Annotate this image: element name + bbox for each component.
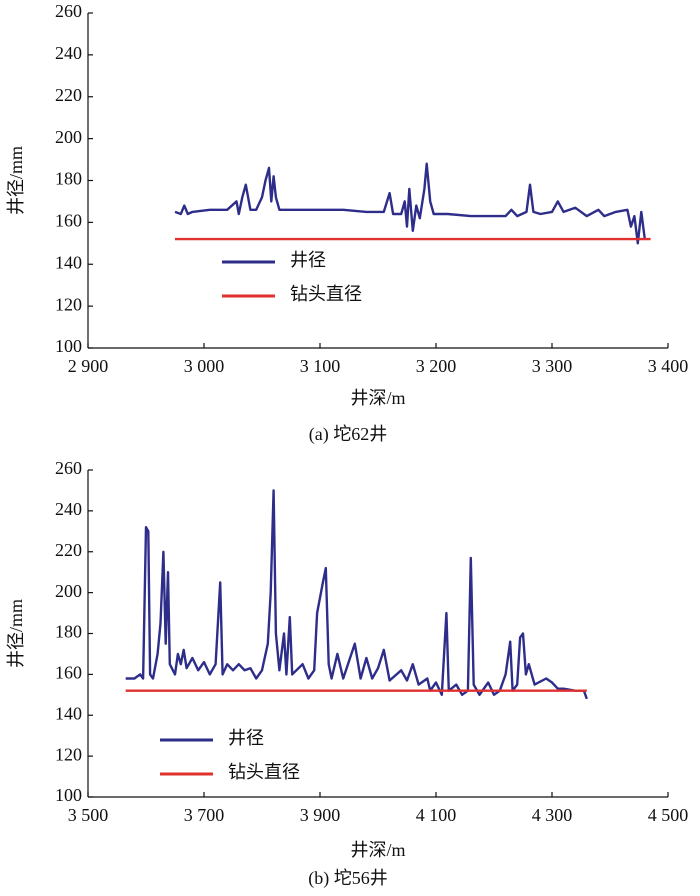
y-tick-label: 200 xyxy=(55,581,82,601)
y-tick-label: 160 xyxy=(55,663,82,683)
y-tick-label: 240 xyxy=(55,43,82,63)
x-tick-label: 3 500 xyxy=(68,805,109,825)
x-tick-label: 4 500 xyxy=(648,805,689,825)
y-tick-label: 220 xyxy=(55,540,82,560)
x-tick-label: 3 700 xyxy=(184,805,225,825)
x-tick-label: 3 400 xyxy=(648,356,689,376)
legend-label: 井径 xyxy=(228,728,264,748)
x-tick-label: 3 000 xyxy=(184,356,225,376)
y-tick-label: 260 xyxy=(55,458,82,478)
subplot: 100 120 140 160 180 200 220 240 260 3 500 3 700 3 9… xyxy=(6,458,688,889)
y-tick-label: 200 xyxy=(55,127,82,147)
y-tick-label: 100 xyxy=(55,336,82,356)
y-tick-label: 140 xyxy=(55,252,82,272)
legend-label: 井径 xyxy=(290,250,326,270)
x-tick-label: 2 900 xyxy=(68,356,109,376)
x-tick-label: 3 100 xyxy=(300,356,341,376)
legend-label: 钻头直径 xyxy=(290,284,362,304)
y-tick-label: 140 xyxy=(55,703,82,723)
y-axis-label: 井径/mm xyxy=(6,599,26,668)
y-tick-label: 160 xyxy=(55,211,82,231)
series-line xyxy=(125,489,588,700)
y-tick-label: 180 xyxy=(55,622,82,642)
y-tick-label: 120 xyxy=(55,744,82,764)
y-tick-label: 120 xyxy=(55,294,82,314)
y-tick-label: 220 xyxy=(55,85,82,105)
x-tick-label: 4 100 xyxy=(416,805,457,825)
y-tick-label: 240 xyxy=(55,499,82,519)
y-tick-label: 260 xyxy=(55,1,82,21)
caption: (a) 坨62井 xyxy=(309,424,387,445)
series-line xyxy=(174,162,646,245)
y-axis-label: 井径/mm xyxy=(6,146,26,215)
x-tick-label: 3 200 xyxy=(416,356,457,376)
legend-label: 钻头直径 xyxy=(228,762,300,782)
x-tick-label: 4 300 xyxy=(532,805,573,825)
caption: (b) 坨56井 xyxy=(308,868,388,889)
x-tick-label: 3 300 xyxy=(532,356,573,376)
x-tick-label: 3 900 xyxy=(300,805,341,825)
subplot: 100 120 140 160 180 200 220 240 260 2 900 3 000 3 1… xyxy=(6,1,688,445)
y-tick-label: 100 xyxy=(55,785,82,805)
x-axis-label: 井深/m xyxy=(350,388,405,408)
y-tick-label: 180 xyxy=(55,169,82,189)
x-axis-label: 井深/m xyxy=(350,840,405,860)
